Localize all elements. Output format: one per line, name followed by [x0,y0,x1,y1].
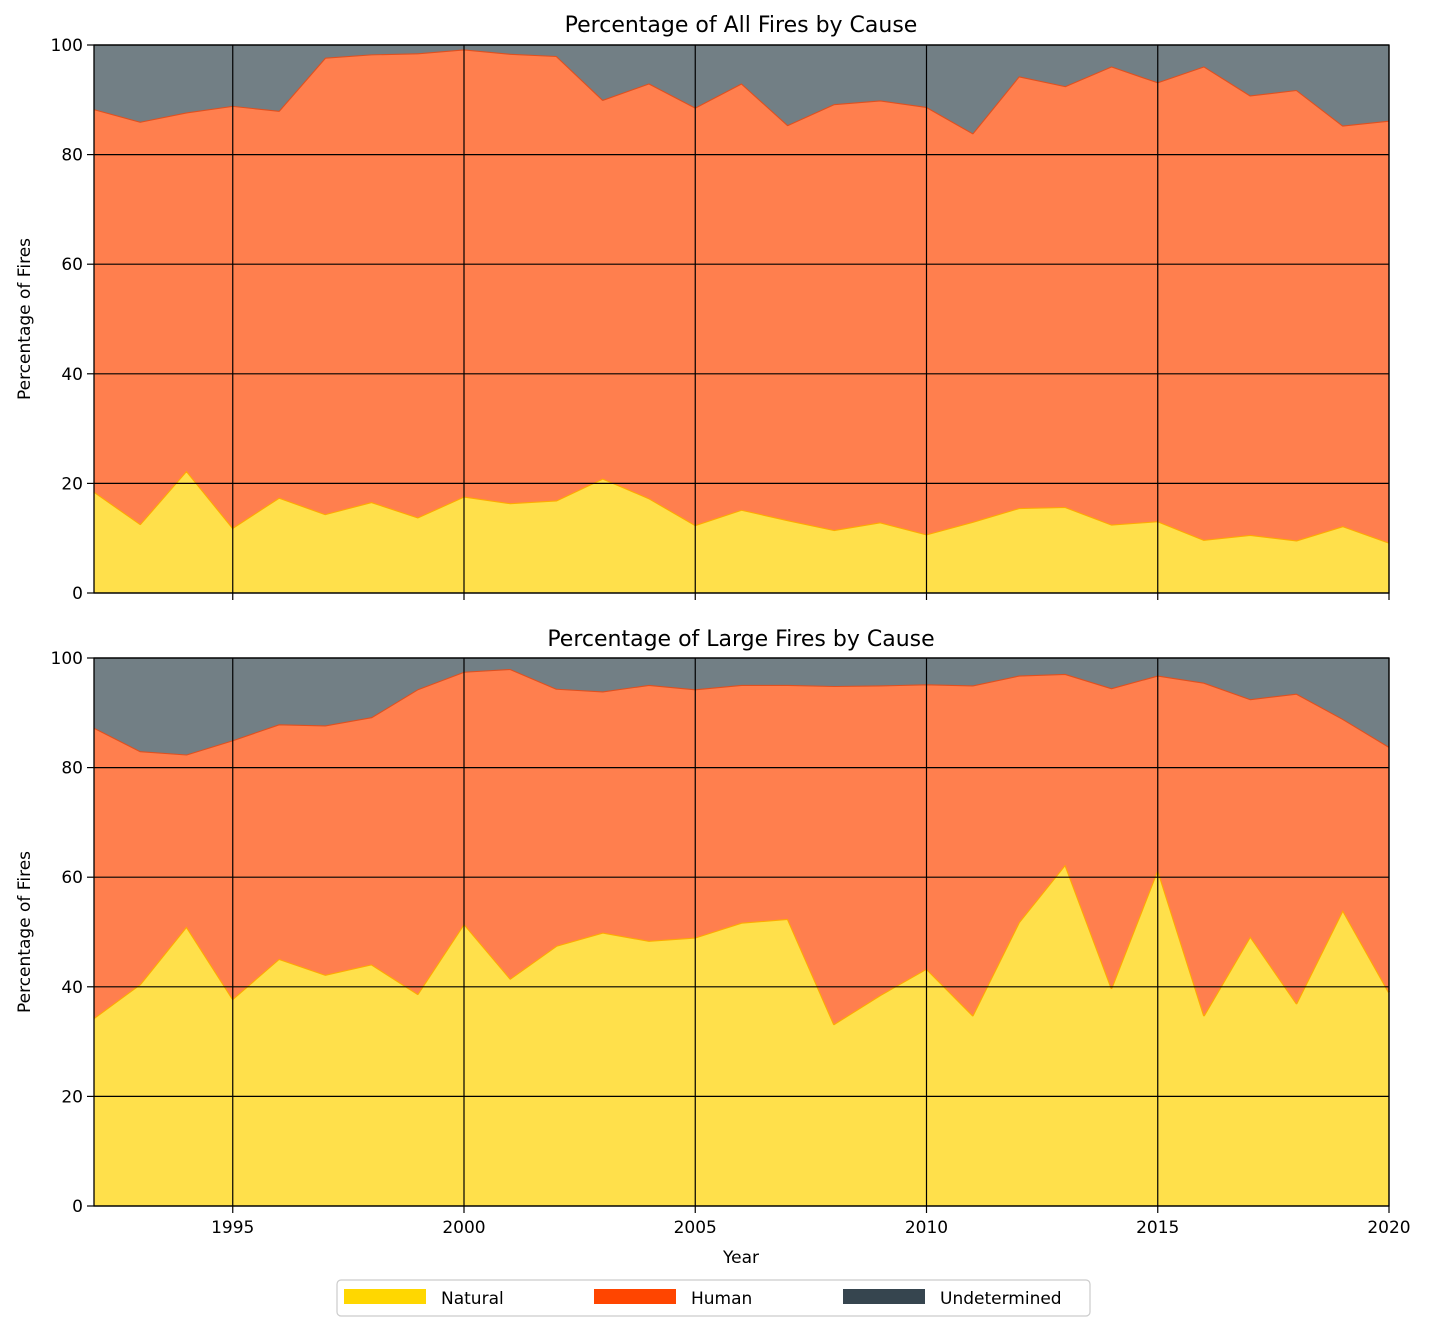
x-tick-label: 1995 [211,1218,254,1238]
y-tick-label: 80 [61,146,83,166]
chart-large-fires: Percentage of Large Fires by Cause 0 20 40… [15,627,1411,1268]
area-human [94,668,1389,1025]
plot-frame [93,657,1390,1207]
legend-swatch [344,1289,426,1304]
y-axis-label: Percentage of Fires [15,238,35,400]
y-tick-label: 40 [61,365,83,385]
plot-frame [93,44,1390,594]
x-axis-label: Year [722,1248,759,1268]
x-tick-label: 2020 [1367,1218,1410,1238]
area-undetermined [94,45,1389,134]
chart-title: Percentage of Large Fires by Cause [547,627,934,652]
y-axis-label: Percentage of Fires [15,851,35,1013]
y-tick-label: 20 [61,474,83,494]
y-tick-label: 0 [72,584,83,604]
legend-swatch [843,1289,925,1304]
chart-all-fires: Percentage of All Fires by Cause 0 20 40 60… [15,13,1390,604]
y-tick-label: 60 [61,255,83,275]
y-tick-label: 80 [61,759,83,779]
y-tick-label: 40 [61,978,83,998]
legend: Natural Human Undetermined [336,1279,1091,1317]
legend-item-undetermined: Undetermined [843,1289,1062,1309]
x-tick-label: 2000 [442,1218,485,1238]
x-tick-label: 2005 [674,1218,717,1238]
x-tick-label: 2010 [905,1218,948,1238]
legend-item-human: Human [594,1289,752,1309]
area-undetermined [94,658,1389,755]
y-tick-label: 100 [51,36,83,56]
y-tick-label: 0 [72,1197,83,1217]
area-natural [94,470,1389,593]
x-tick-label: 2015 [1136,1218,1179,1238]
legend-swatch [594,1289,676,1304]
area-human [94,49,1389,543]
legend-item-natural: Natural [344,1289,504,1309]
y-tick-label: 20 [61,1087,83,1107]
y-tick-label: 100 [51,649,83,669]
legend-label: Undetermined [940,1289,1062,1309]
chart-title: Percentage of All Fires by Cause [565,13,918,38]
area-natural [94,864,1389,1206]
legend-label: Human [691,1289,752,1309]
y-tick-label: 60 [61,868,83,888]
legend-label: Natural [441,1289,504,1309]
